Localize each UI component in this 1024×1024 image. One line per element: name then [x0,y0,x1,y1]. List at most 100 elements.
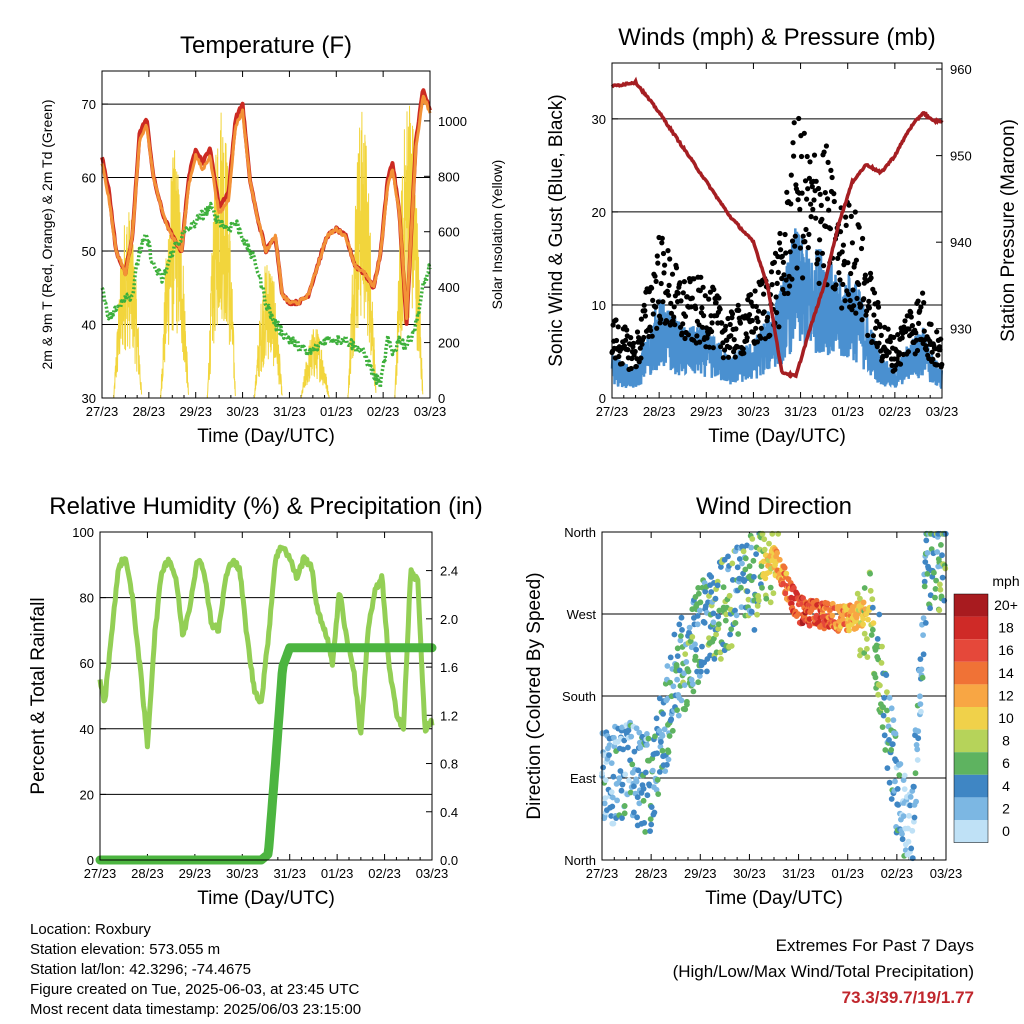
direction-point [860,621,866,628]
gust-point [828,167,834,173]
gust-point [740,346,746,352]
gust-point [916,320,922,326]
gust-point [653,304,659,310]
direction-point [762,575,769,582]
gust-point [638,316,645,322]
gust-point [713,300,719,306]
direction-point [734,564,741,571]
direction-point [911,783,917,790]
direction-point [759,584,765,591]
gust-point [661,270,667,276]
extremes-values: 73.3/39.7/19/1.77 [841,988,974,1007]
direction-point [717,649,724,656]
direction-point [913,742,920,748]
direction-point [708,574,715,580]
direction-point [913,798,919,805]
direction-point [806,616,813,622]
gust-point [845,291,852,297]
gust-point [817,237,823,243]
gust-point [689,295,695,301]
gust-point [758,335,764,341]
plot-border [611,62,943,399]
recent-timestamp: Most recent data timestamp: 2025/06/03 2… [30,1001,362,1018]
gust-point [920,290,926,296]
direction-point [869,604,876,611]
direction-point [869,626,876,633]
gust-point [914,347,921,354]
direction-point [748,608,755,615]
direction-point [924,550,931,556]
gust-point [725,315,731,322]
direction-point [631,809,637,816]
gust-point [729,311,736,317]
x-tick-label: 02/23 [879,404,912,419]
gust-point [748,292,754,298]
direction-point [885,717,891,723]
direction-point [901,772,908,779]
station-latlon: Station lat/lon: 42.3296; -74.4675 [30,961,252,978]
gust-point [845,260,851,266]
gust-point [878,332,884,338]
gust-point [800,275,806,281]
gust-point [750,329,757,335]
gust-point [776,240,783,246]
direction-point [923,537,930,544]
gust-point [918,304,924,310]
gust-point [825,159,831,165]
direction-point [661,726,668,733]
direction-point [656,695,663,702]
direction-point [782,590,789,597]
gust-point [854,295,860,301]
direction-point [879,643,885,650]
gust-point [886,349,892,355]
gust-point [923,347,930,353]
gust-point [897,361,904,367]
direction-point [636,739,643,746]
direction-point [625,727,632,734]
direction-point [912,770,919,777]
gust-point [641,334,647,341]
y-axis-label: Sonic Wind & Gust (Blue, Black) [546,94,567,366]
direction-point [696,673,703,679]
colorbar-label: 0 [1002,823,1010,839]
direction-point [751,574,757,580]
direction-point [704,668,710,675]
direction-point [686,624,693,631]
gust-point [906,326,912,332]
insolation-line [113,212,143,399]
gust-point [895,332,901,338]
gust-point [846,202,852,208]
direction-point [736,556,743,562]
x-tick-label: 27/23 [86,404,119,419]
gust-point [677,280,683,286]
gust-point [833,282,839,288]
direction-point [637,744,644,751]
gust-point [706,344,712,350]
direction-point [938,542,944,548]
gust-point [711,286,717,293]
x-tick-label: 03/23 [926,404,959,419]
x-tick-label: 02/23 [881,866,914,881]
direction-point [921,578,928,585]
direction-point [694,621,701,628]
gust-point [835,255,841,261]
direction-point [781,564,788,571]
gust-point [875,299,881,306]
gust-point [638,355,644,361]
direction-point [611,734,617,741]
direction-point [722,617,729,624]
direction-point [674,676,680,683]
direction-point [689,634,696,640]
gust-point [849,240,856,246]
gust-point [788,172,794,178]
direction-point [770,590,777,597]
direction-point [619,815,625,821]
y-axis-label: Direction (Colored By Speed) [524,572,545,819]
colorbar-label: 16 [998,642,1014,658]
direction-point [654,750,660,757]
x-axis-label: Time (Day/UTC) [708,426,846,447]
gust-point [630,340,637,346]
gust-point [733,326,739,332]
direction-point [915,728,922,735]
x-tick-label: 28/23 [131,866,164,881]
